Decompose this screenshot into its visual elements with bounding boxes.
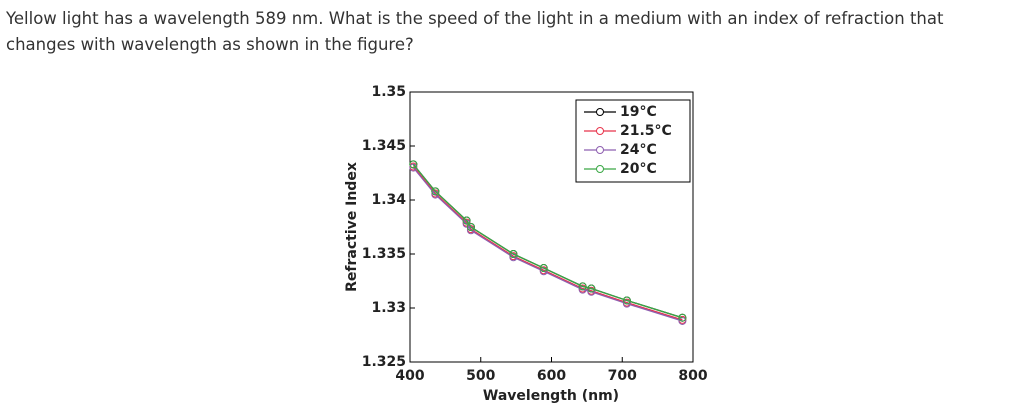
legend-label: 21.5°C xyxy=(620,123,672,139)
legend-label: 20°C xyxy=(620,161,657,177)
legend-label: 24°C xyxy=(620,142,657,158)
series-line xyxy=(412,163,683,319)
data-point xyxy=(539,264,548,273)
data-point xyxy=(466,223,475,231)
data-point xyxy=(462,216,471,225)
data-point xyxy=(587,284,596,293)
legend-label: 19°C xyxy=(620,104,657,120)
x-tick-label: 600 xyxy=(537,368,566,384)
y-tick-label: 1.345 xyxy=(362,138,406,154)
series-line xyxy=(412,163,683,319)
x-tick-label: 500 xyxy=(466,368,495,384)
data-point xyxy=(678,313,687,322)
data-point xyxy=(431,187,440,196)
x-tick-label: 400 xyxy=(395,368,424,384)
x-tick-label: 800 xyxy=(678,368,707,384)
y-axis-label: Refractive Index xyxy=(344,162,360,292)
legend-marker xyxy=(596,127,604,135)
data-point xyxy=(409,160,418,169)
x-axis-label: Wavelength (nm) xyxy=(483,388,619,404)
x-tick-label: 700 xyxy=(608,368,637,384)
legend-marker xyxy=(596,108,604,116)
y-tick-label: 1.35 xyxy=(371,84,406,100)
question: Yellow light has a wavelength 589 nm. Wh… xyxy=(6,9,944,54)
y-tick-label: 1.34 xyxy=(371,192,406,208)
legend-marker xyxy=(596,165,604,173)
data-point xyxy=(509,250,518,258)
data-point xyxy=(622,296,631,305)
y-tick-label: 1.335 xyxy=(362,246,406,262)
y-tick-label: 1.325 xyxy=(362,354,406,370)
legend-marker xyxy=(596,146,604,154)
data-point xyxy=(409,163,418,172)
legend-box xyxy=(575,99,691,183)
series-line xyxy=(412,166,683,321)
series-line xyxy=(412,167,683,322)
data-point xyxy=(578,282,587,291)
y-tick-label: 1.33 xyxy=(371,300,406,316)
